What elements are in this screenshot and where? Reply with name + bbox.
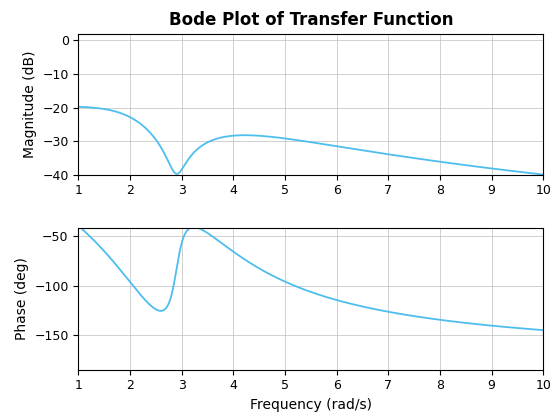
X-axis label: Frequency (rad/s): Frequency (rad/s)	[250, 398, 372, 412]
Title: Bode Plot of Transfer Function: Bode Plot of Transfer Function	[169, 11, 453, 29]
Y-axis label: Magnitude (dB): Magnitude (dB)	[23, 50, 37, 158]
Y-axis label: Phase (deg): Phase (deg)	[15, 257, 29, 341]
